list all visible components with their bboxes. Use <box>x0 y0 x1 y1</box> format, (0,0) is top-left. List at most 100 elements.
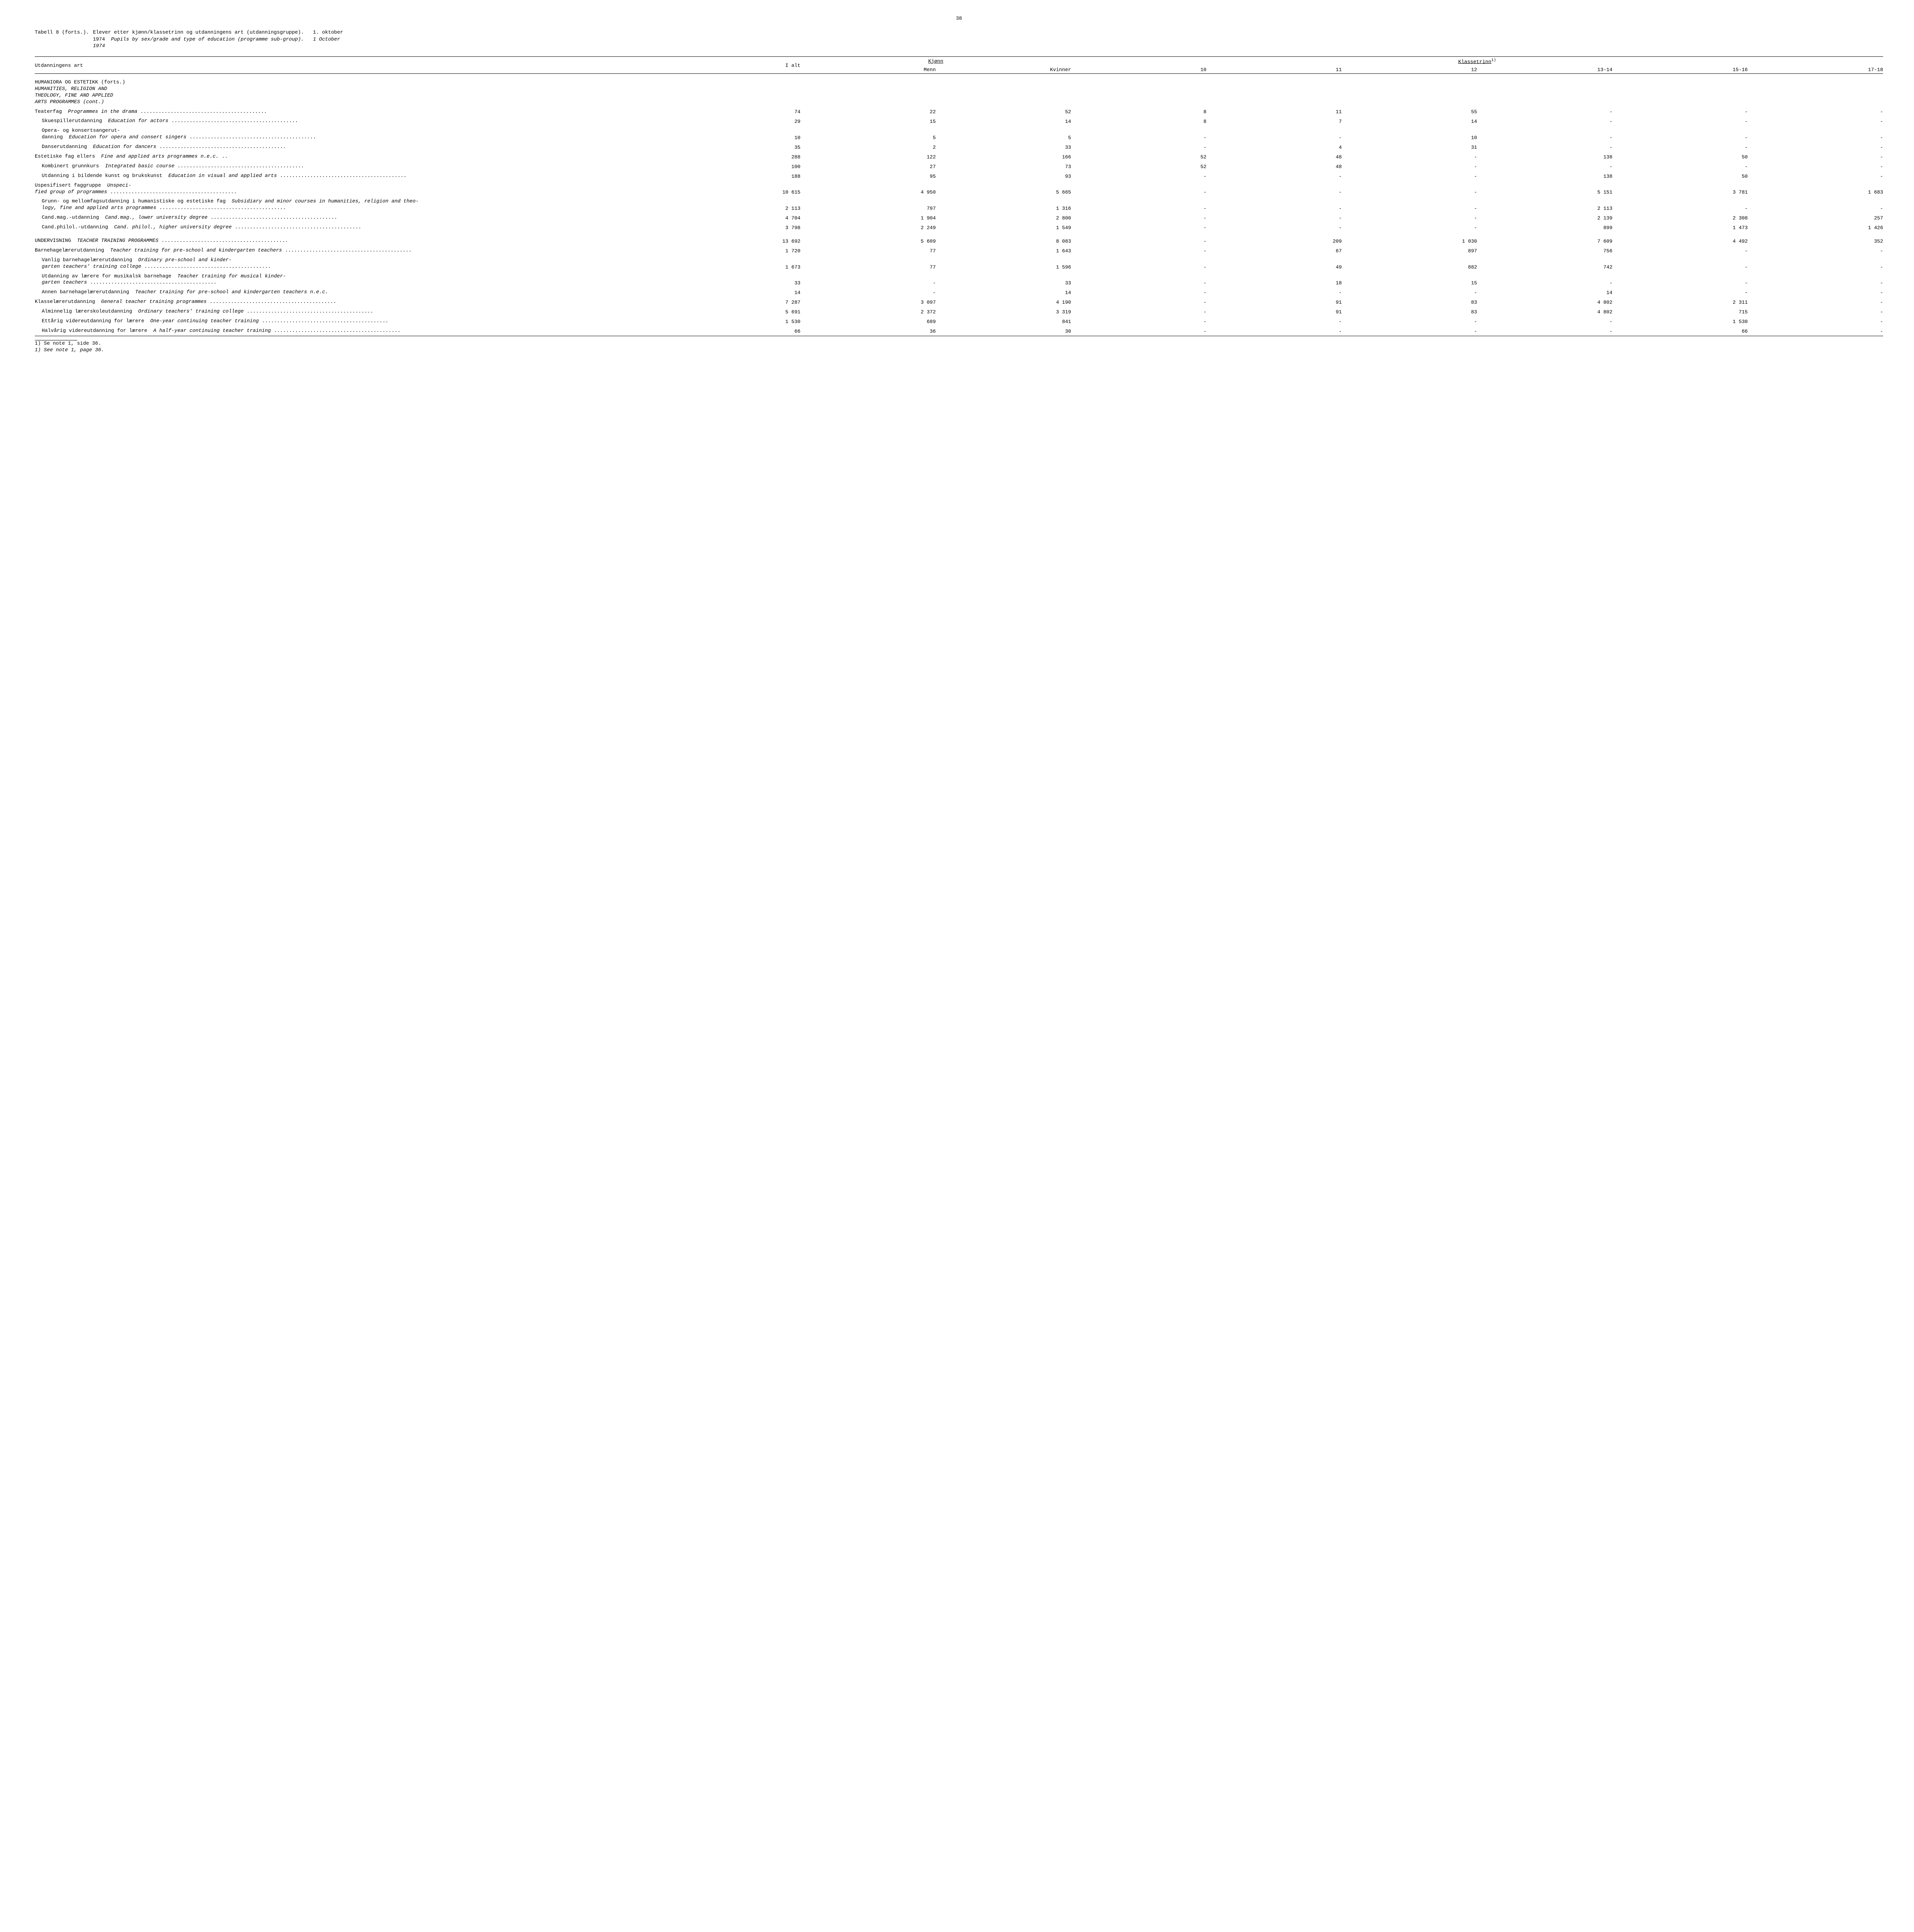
cell: 14 <box>1477 287 1612 297</box>
cell: - <box>1206 223 1342 232</box>
cell: 33 <box>936 272 1071 288</box>
row-label: Danserutdanning Education for dancers <box>35 142 665 152</box>
table-row: Skuespillerutdanning Education for actor… <box>35 116 1883 126</box>
title-body: Elever etter kjønn/klassetrinn og utdann… <box>93 29 1883 49</box>
cell: 4 704 <box>665 213 800 223</box>
row-label: Alminnelig lærerskoleutdanning Ordinary … <box>35 307 665 316</box>
cell: 67 <box>1206 246 1342 255</box>
cell: 11 <box>1206 107 1342 117</box>
cell: 3 798 <box>665 223 800 232</box>
cell: - <box>1071 181 1206 197</box>
cell: - <box>1206 316 1342 326</box>
cell: - <box>1748 272 1883 288</box>
cell: - <box>1748 126 1883 142</box>
cell: 8 <box>1071 107 1206 117</box>
cell: 4 492 <box>1613 236 1748 246</box>
data-table: Utdanningens art I alt Kjønn Klassetrinn… <box>35 56 1883 336</box>
cell: - <box>1613 116 1748 126</box>
cell: - <box>1477 162 1612 171</box>
table-row: Estetiske fag ellers Fine and applied ar… <box>35 152 1883 162</box>
table-row: Utdanning i bildende kunst og brukskunst… <box>35 171 1883 181</box>
cell: - <box>1206 287 1342 297</box>
row-label: Ettårig videreutdanning for lærere One-y… <box>35 316 665 326</box>
cell: - <box>1206 181 1342 197</box>
row-label: Kombinert grunnkurs Integrated basic cou… <box>35 162 665 171</box>
th-13-14: 13-14 <box>1477 65 1612 73</box>
cell: - <box>1477 316 1612 326</box>
table-title: Tabell 8 (forts.). Elever etter kjønn/kl… <box>35 29 1883 49</box>
cell: 10 <box>665 126 800 142</box>
cell: - <box>1071 316 1206 326</box>
cell: 2 113 <box>665 197 800 213</box>
cell: - <box>1477 326 1612 336</box>
cell: - <box>1748 162 1883 171</box>
cell: 352 <box>1748 236 1883 246</box>
cell: 15 <box>800 116 936 126</box>
cell: 52 <box>1071 162 1206 171</box>
cell: 5 <box>800 126 936 142</box>
cell: - <box>1748 287 1883 297</box>
row-label: Estetiske fag ellers Fine and applied ar… <box>35 152 665 162</box>
cell: - <box>1071 272 1206 288</box>
footnotes: 1) Se note 1, side 36. 1) See note 1, pa… <box>35 340 1883 354</box>
cell: - <box>800 272 936 288</box>
table-row: Cand.philol.-utdanning Cand. philol., hi… <box>35 223 1883 232</box>
cell: 83 <box>1342 307 1477 316</box>
cell: - <box>1613 255 1748 272</box>
cell: - <box>1342 326 1477 336</box>
cell: - <box>1342 287 1477 297</box>
cell: 18 <box>1206 272 1342 288</box>
cell: - <box>1613 162 1748 171</box>
cell: - <box>1613 287 1748 297</box>
row-label: Utdanning av lærere for musikalsk barneh… <box>35 272 665 288</box>
cell: - <box>1206 326 1342 336</box>
row-label: Opera- og konsertsangerut-danning Educat… <box>35 126 665 142</box>
cell: 1 904 <box>800 213 936 223</box>
cell: 2 113 <box>1477 197 1612 213</box>
cell: 166 <box>936 152 1071 162</box>
table-row: Barnehagelærerutdanning Teacher training… <box>35 246 1883 255</box>
cell: - <box>1071 255 1206 272</box>
cell: 5 691 <box>665 307 800 316</box>
cell: - <box>1613 197 1748 213</box>
table-row: Ettårig videreutdanning for lærere One-y… <box>35 316 1883 326</box>
row-label: Teaterfag Programmes in the drama <box>35 107 665 117</box>
row-label: Skuespillerutdanning Education for actor… <box>35 116 665 126</box>
table-row: Teaterfag Programmes in the drama7422528… <box>35 107 1883 117</box>
cell: - <box>1748 152 1883 162</box>
cell: 7 <box>1206 116 1342 126</box>
cell: 138 <box>1477 152 1612 162</box>
cell: 5 665 <box>936 181 1071 197</box>
cell: 257 <box>1748 213 1883 223</box>
cell: 14 <box>936 116 1071 126</box>
th-kjonn: Kjønn <box>800 57 1071 65</box>
row-label: Halvårig videreutdanning for lærere A ha… <box>35 326 665 336</box>
th-klassetrinn: Klassetrinn1) <box>1071 57 1883 65</box>
cell: 66 <box>1613 326 1748 336</box>
cell: 715 <box>1613 307 1748 316</box>
cell: 138 <box>1477 171 1612 181</box>
table-row: Vanlig barnehagelærerutdanning Ordinary … <box>35 255 1883 272</box>
cell: 689 <box>800 316 936 326</box>
cell: - <box>1477 126 1612 142</box>
cell: 55 <box>1342 107 1477 117</box>
cell: 5 609 <box>800 236 936 246</box>
cell: 49 <box>1206 255 1342 272</box>
cell: 66 <box>665 326 800 336</box>
table-row: Annen barnehagelærerutdanning Teacher tr… <box>35 287 1883 297</box>
cell: 1 549 <box>936 223 1071 232</box>
cell: 742 <box>1477 255 1612 272</box>
cell: 4 802 <box>1477 307 1612 316</box>
row-label: Utdanning i bildende kunst og brukskunst… <box>35 171 665 181</box>
cell: - <box>1613 142 1748 152</box>
cell: - <box>1071 142 1206 152</box>
cell: 83 <box>1342 297 1477 307</box>
cell: - <box>1748 316 1883 326</box>
th-15-16: 15-16 <box>1613 65 1748 73</box>
cell: 4 190 <box>936 297 1071 307</box>
cell: 95 <box>800 171 936 181</box>
cell: 29 <box>665 116 800 126</box>
cell: 756 <box>1477 246 1612 255</box>
table-row: Utdanning av lærere for musikalsk barneh… <box>35 272 1883 288</box>
cell: 1 683 <box>1748 181 1883 197</box>
